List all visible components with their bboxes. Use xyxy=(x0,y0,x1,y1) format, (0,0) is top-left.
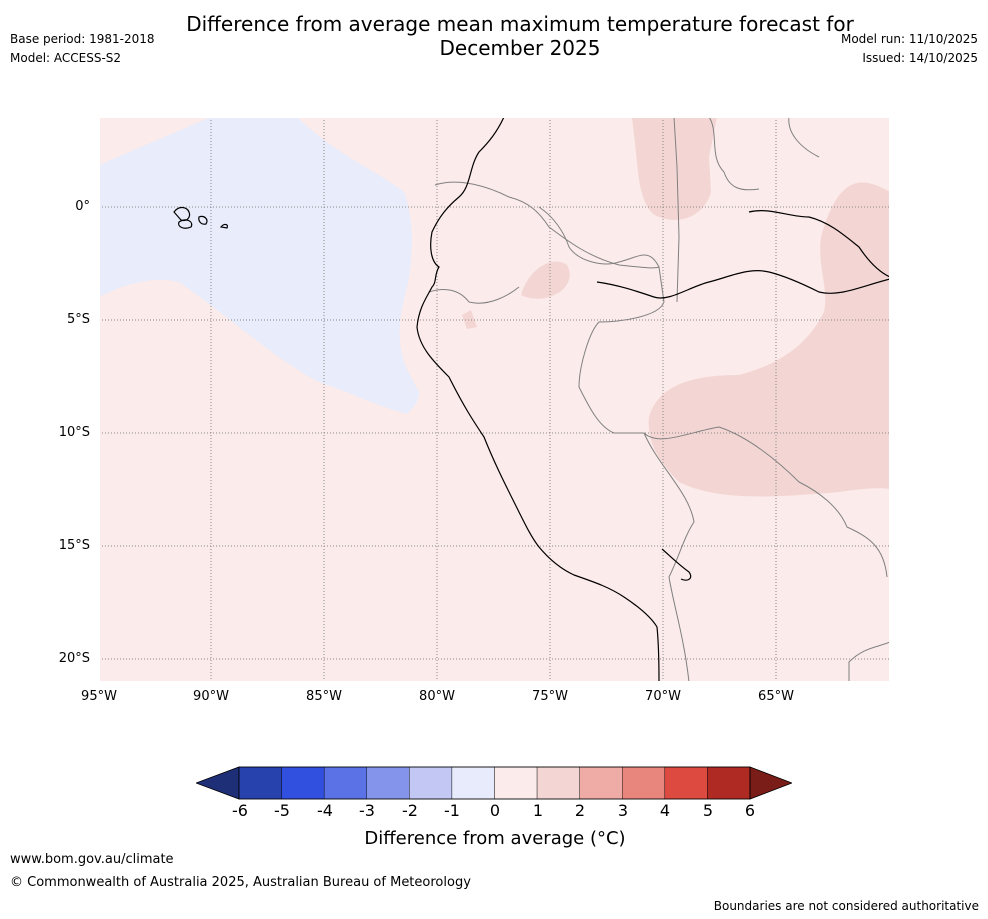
title-line-1: Difference from average mean maximum tem… xyxy=(186,12,854,36)
colorbar-title: Difference from average (°C) xyxy=(364,828,626,849)
island-galapagos-2 xyxy=(178,219,193,229)
colorbar-tick-label: -3 xyxy=(359,801,375,820)
lon-label-85w: 85°W xyxy=(306,689,342,704)
border-colombia-brazil xyxy=(673,117,680,303)
title-line-2: December 2025 xyxy=(439,36,601,60)
colorbar-tick-label: 1 xyxy=(532,801,544,820)
anomaly-zone-warm-east xyxy=(648,117,890,497)
coastline-river-amazon xyxy=(596,270,890,299)
anomaly-zone-below-average xyxy=(99,117,420,414)
colorbar-tick-label: -4 xyxy=(317,801,333,820)
model-name-text: Model: ACCESS-S2 xyxy=(10,51,122,65)
colorbar-cell xyxy=(323,766,367,800)
coastlines xyxy=(173,117,890,682)
colorbar-tick-label: -2 xyxy=(402,801,418,820)
colorbar-cell xyxy=(238,766,282,800)
colorbar-cell xyxy=(494,766,538,800)
colorbar-tick-label: -6 xyxy=(232,801,248,820)
coastline-river-north xyxy=(748,210,890,278)
copyright-text: © Commonwealth of Australia 2025, Austra… xyxy=(10,875,471,890)
lat-label-20s: 20°S xyxy=(58,651,90,666)
colorbar-tick-label: 4 xyxy=(659,801,671,820)
border-venezuela-brazil xyxy=(788,117,820,158)
colorbar-cell xyxy=(579,766,623,800)
lon-label-70w: 70°W xyxy=(645,689,681,704)
colorbar-tick-label: -1 xyxy=(444,801,460,820)
colorbar-cell xyxy=(707,766,751,800)
colorbar-tick-label: 0 xyxy=(489,801,501,820)
graticule xyxy=(99,117,890,682)
lat-label-0: 0° xyxy=(75,199,90,214)
disclaimer-text: Boundaries are not considered authoritat… xyxy=(713,899,979,913)
colorbar-cell xyxy=(366,766,410,800)
lon-label-75w: 75°W xyxy=(532,689,568,704)
island-galapagos-4 xyxy=(219,223,229,229)
lake-titicaca xyxy=(661,548,692,581)
colorbar-extend-high xyxy=(749,766,792,800)
issued-date-text: Issued: 14/10/2025 xyxy=(862,51,978,65)
coastline-pacific xyxy=(416,117,660,682)
border-colombia-peru xyxy=(434,181,665,303)
base-period-text: Base period: 1981-2018 xyxy=(10,32,155,46)
lat-label-5s: 5°S xyxy=(66,312,90,327)
lon-label-80w: 80°W xyxy=(419,689,455,704)
anomaly-zone-warm-north xyxy=(632,117,717,220)
website-link[interactable]: www.bom.gov.au/climate xyxy=(10,852,174,867)
anomaly-zone-warm-central xyxy=(521,261,570,299)
colorbar-cell xyxy=(664,766,708,800)
anomaly-zone-warm-small xyxy=(462,310,477,329)
model-run-text: Model run: 11/10/2025 xyxy=(840,32,978,46)
border-ecuador-peru xyxy=(428,286,520,304)
lon-label-65w: 65°W xyxy=(758,689,794,704)
lon-label-90w: 90°W xyxy=(193,689,229,704)
country-borders xyxy=(428,117,890,682)
colorbar-cells xyxy=(238,766,751,800)
colorbar-cell xyxy=(536,766,580,800)
page-title: Difference from average mean maximum tem… xyxy=(160,12,880,60)
map-frame xyxy=(99,117,890,682)
colorbar-cell xyxy=(622,766,666,800)
colorbar-cell xyxy=(409,766,453,800)
colorbar-tick-label: 5 xyxy=(702,801,714,820)
border-peru-bolivia xyxy=(643,432,695,682)
lon-label-95w: 95°W xyxy=(81,689,117,704)
lat-label-15s: 15°S xyxy=(58,538,90,553)
colorbar xyxy=(196,766,792,800)
lat-label-10s: 10°S xyxy=(58,425,90,440)
border-venezuela xyxy=(708,117,760,191)
forecast-map xyxy=(99,117,890,682)
colorbar-outline xyxy=(238,766,751,800)
border-peru-brazil xyxy=(578,301,888,578)
colorbar-tick-label: 3 xyxy=(617,801,629,820)
border-ecuador-colombia xyxy=(538,206,660,268)
colorbar-tick-label: 2 xyxy=(574,801,586,820)
colorbar-tick-label: -5 xyxy=(274,801,290,820)
border-bolivia-paraguay xyxy=(848,641,890,682)
colorbar-extend-low xyxy=(196,766,240,800)
colorbar-cell xyxy=(451,766,495,800)
island-galapagos-3 xyxy=(198,215,208,225)
colorbar-cell xyxy=(281,766,325,800)
colorbar-tick-label: 6 xyxy=(744,801,756,820)
